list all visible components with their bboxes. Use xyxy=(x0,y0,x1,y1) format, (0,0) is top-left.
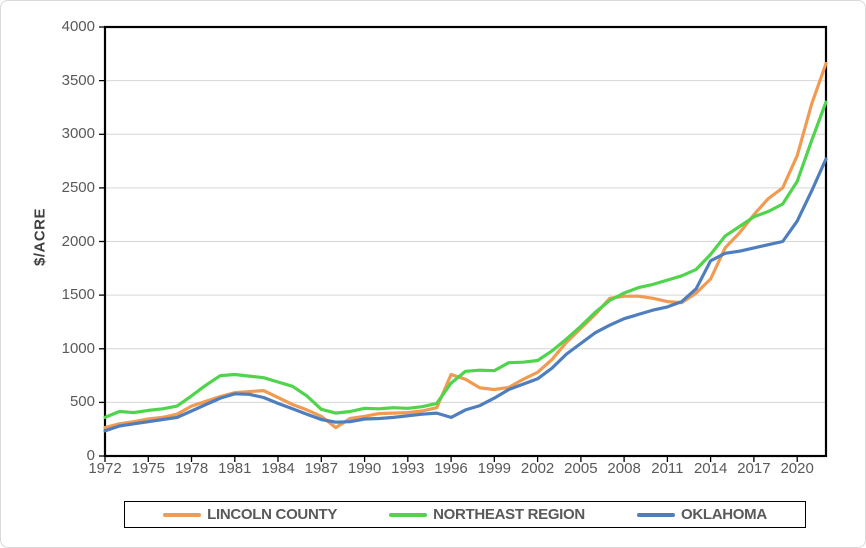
y-tick-label: 2000 xyxy=(61,232,95,250)
x-tick-label: 2005 xyxy=(564,460,598,477)
x-tick-label: 2011 xyxy=(651,460,684,477)
x-tick-label: 1984 xyxy=(261,460,295,477)
legend-label: OKLAHOMA xyxy=(680,506,767,523)
y-tick-label: 4000 xyxy=(61,18,95,35)
y-tick-label: 500 xyxy=(69,393,95,411)
x-tick-label: 1972 xyxy=(88,460,122,477)
x-tick-label: 2008 xyxy=(607,460,641,477)
legend-item-lincoln-county: LINCOLN COUNTY xyxy=(163,506,337,523)
x-tick-label: 2014 xyxy=(693,460,728,477)
y-tick-label: 1500 xyxy=(61,286,95,304)
x-tick-label: 1978 xyxy=(174,460,209,477)
x-tick-label: 2002 xyxy=(520,460,555,477)
x-tick-label: 1999 xyxy=(477,460,512,477)
x-tick-label: 1990 xyxy=(347,460,382,477)
legend-swatch xyxy=(163,512,202,517)
x-tick-label: 1987 xyxy=(304,460,338,477)
legend-label: NORTHEAST REGION xyxy=(433,506,585,523)
y-tick-label: 3000 xyxy=(61,125,95,143)
series-line-northeast-region xyxy=(103,100,828,419)
series-line-oklahoma xyxy=(103,157,828,433)
x-tick-label: 1993 xyxy=(391,460,425,477)
x-tick-label: 1975 xyxy=(131,460,165,477)
y-tick-label: 2500 xyxy=(61,178,95,196)
legend-item-northeast-region: NORTHEAST REGION xyxy=(389,506,585,523)
x-tick-label: 1996 xyxy=(434,460,468,477)
x-tick-label: 1981 xyxy=(218,460,252,477)
legend-label: LINCOLN COUNTY xyxy=(207,506,338,523)
y-tick-label: 1000 xyxy=(61,339,95,357)
legend: LINCOLN COUNTY NORTHEAST REGION OKLAHOMA xyxy=(124,501,806,528)
legend-swatch xyxy=(389,512,428,517)
x-tick-label: 2017 xyxy=(737,460,771,477)
x-tick-label: 2020 xyxy=(780,460,814,477)
legend-swatch xyxy=(636,512,675,517)
y-tick-label: 3500 xyxy=(61,71,95,89)
legend-item-oklahoma: OKLAHOMA xyxy=(636,506,767,523)
y-tick-label: 0 xyxy=(86,447,95,464)
